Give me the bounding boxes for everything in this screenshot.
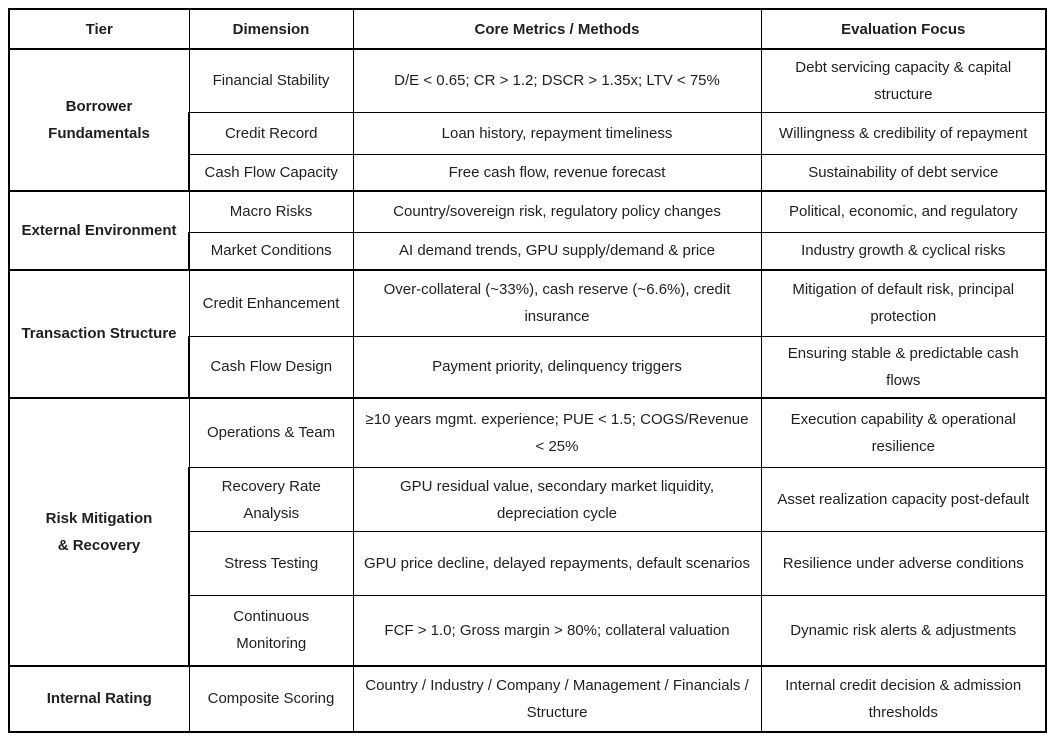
focus-cell: Dynamic risk alerts & adjustments (760, 595, 1047, 666)
column-header-core-metrics: Core Metrics / Methods (352, 8, 762, 50)
table-row: Transaction Structure Credit Enhancement… (8, 269, 1047, 398)
dimension-cell: Composite Scoring (188, 664, 354, 732)
column-header-tier: Tier (8, 8, 190, 50)
table-row: Market Conditions AI demand trends, GPU … (9, 231, 1047, 271)
table-row: Cash Flow Design Payment priority, delin… (9, 335, 1047, 398)
focus-cell: Willingness & credibility of repayment (760, 111, 1047, 155)
dimension-cell: Macro Risks (188, 190, 354, 233)
focus-cell: Resilience under adverse conditions (760, 531, 1047, 596)
dimension-cell: Market Conditions (188, 231, 354, 271)
focus-cell: Internal credit decision & admission thr… (760, 664, 1047, 732)
dimension-cell: Operations & Team (188, 396, 354, 468)
tier-cell-external-environment: External Environment (8, 190, 190, 271)
dimension-cell: Credit Record (188, 111, 354, 155)
focus-cell: Mitigation of default risk, principal pr… (760, 269, 1047, 337)
metrics-cell: FCF > 1.0; Gross margin > 80%; collatera… (352, 595, 762, 666)
tier-cell-borrower-fundamentals: Borrower Fundamentals (8, 48, 190, 192)
dimension-cell: Cash Flow Capacity (188, 153, 354, 192)
focus-cell: Ensuring stable & predictable cash flows (760, 335, 1047, 398)
table-row: Risk Mitigation & Recovery Operations & … (8, 396, 1047, 666)
dimension-cell: Continuous Monitoring (188, 595, 354, 666)
metrics-cell: GPU price decline, delayed repayments, d… (352, 531, 762, 596)
metrics-cell: Country/sovereign risk, regulatory polic… (352, 190, 762, 233)
credit-evaluation-table: Tier Dimension Core Metrics / Methods Ev… (8, 8, 1047, 733)
metrics-cell: GPU residual value, secondary market liq… (352, 467, 762, 532)
table-row: Stress Testing GPU price decline, delaye… (9, 531, 1047, 596)
table-row: Cash Flow Capacity Free cash flow, reven… (9, 153, 1047, 192)
table-row: Internal Rating Composite Scoring Countr… (8, 664, 1047, 732)
dimension-cell: Cash Flow Design (188, 335, 354, 398)
tier-cell-transaction-structure: Transaction Structure (8, 269, 190, 398)
metrics-cell: Over-collateral (~33%), cash reserve (~6… (352, 269, 762, 337)
focus-cell: Political, economic, and regulatory (760, 190, 1047, 233)
metrics-cell: AI demand trends, GPU supply/demand & pr… (352, 231, 762, 271)
focus-cell: Industry growth & cyclical risks (760, 231, 1047, 271)
metrics-cell: Payment priority, delinquency triggers (352, 335, 762, 398)
metrics-cell: Free cash flow, revenue forecast (352, 153, 762, 192)
metrics-cell: Country / Industry / Company / Managemen… (352, 664, 762, 732)
dimension-cell: Financial Stability (188, 48, 354, 113)
focus-cell: Execution capability & operational resil… (760, 396, 1047, 468)
metrics-cell: D/E < 0.65; CR > 1.2; DSCR > 1.35x; LTV … (352, 48, 762, 113)
table-row: Borrower Fundamentals Financial Stabilit… (8, 48, 1047, 192)
column-header-dimension: Dimension (188, 8, 354, 50)
dimension-cell: Credit Enhancement (188, 269, 354, 337)
focus-cell: Debt servicing capacity & capital struct… (760, 48, 1047, 113)
metrics-cell: ≥10 years mgmt. experience; PUE < 1.5; C… (352, 396, 762, 468)
table-row: Continuous Monitoring FCF > 1.0; Gross m… (9, 595, 1047, 666)
focus-cell: Asset realization capacity post-default (760, 467, 1047, 532)
metrics-cell: Loan history, repayment timeliness (352, 111, 762, 155)
table-header-row: Tier Dimension Core Metrics / Methods Ev… (8, 8, 1047, 50)
focus-cell: Sustainability of debt service (760, 153, 1047, 192)
dimension-cell: Stress Testing (188, 531, 354, 596)
column-header-evaluation-focus: Evaluation Focus (760, 8, 1047, 50)
dimension-cell: Recovery Rate Analysis (188, 467, 354, 532)
tier-cell-internal-rating: Internal Rating (8, 664, 190, 732)
tier-cell-risk-mitigation-recovery: Risk Mitigation & Recovery (8, 396, 190, 666)
table-row: Credit Record Loan history, repayment ti… (9, 111, 1047, 155)
table-row: External Environment Macro Risks Country… (8, 190, 1047, 271)
